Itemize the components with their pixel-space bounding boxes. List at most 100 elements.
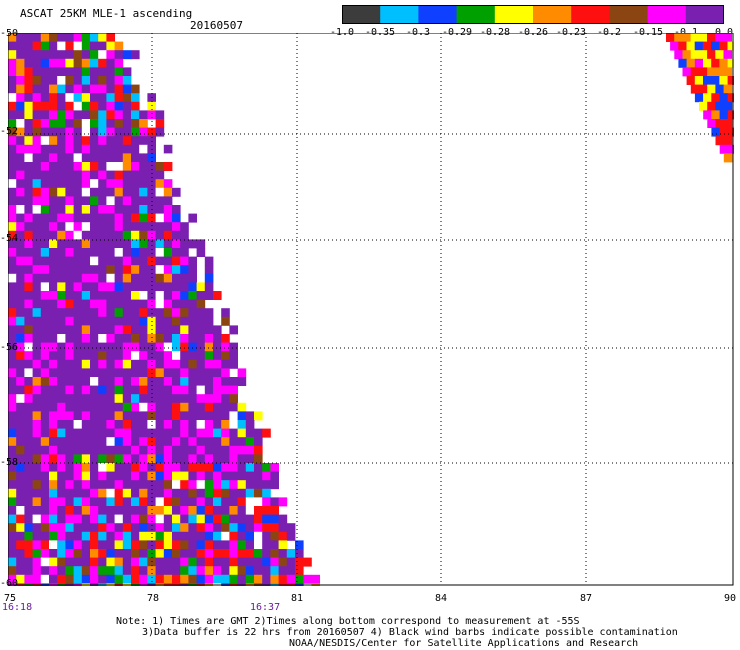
- swath-cell: [81, 480, 91, 490]
- swath-cell: [73, 359, 83, 369]
- swath-cell: [49, 480, 58, 490]
- swath-cell: [81, 445, 91, 455]
- swath-cell: [32, 153, 42, 163]
- swath-cell: [131, 162, 140, 171]
- swath-cell: [196, 282, 206, 292]
- swath-cell: [229, 428, 238, 438]
- swath-cell: [32, 170, 42, 180]
- swath-cell: [122, 93, 132, 103]
- swath-cell: [139, 445, 148, 455]
- swath-cell: [24, 394, 33, 404]
- swath-cell: [213, 506, 222, 515]
- swath-cell: [139, 110, 148, 120]
- swath-cell: [114, 230, 124, 240]
- swath-cell: [98, 557, 107, 567]
- swath-cell: [180, 514, 189, 524]
- swath-cell: [221, 385, 230, 395]
- swath-cell: [245, 445, 255, 455]
- swath-cell: [213, 557, 222, 567]
- swath-cell: [131, 273, 140, 283]
- swath-cell: [90, 196, 99, 206]
- swath-cell: [131, 248, 140, 257]
- swath-cell: [24, 213, 33, 223]
- swath-cell: [295, 566, 304, 576]
- swath-cell: [180, 566, 189, 576]
- swath-cell: [81, 136, 91, 146]
- swath-cell: [40, 76, 50, 85]
- swath-cell: [114, 566, 124, 576]
- swath-cell: [65, 265, 74, 275]
- swath-cell: [106, 394, 115, 404]
- swath-cell: [8, 162, 17, 171]
- swath-cell: [24, 282, 33, 292]
- swath-cell: [32, 368, 42, 378]
- swath-cell: [24, 58, 33, 68]
- swath-cell: [73, 342, 83, 352]
- swath-cell: [8, 67, 17, 77]
- swath-cell: [8, 514, 17, 524]
- swath-cell: [73, 411, 83, 421]
- swath-cell: [172, 566, 181, 576]
- swath-cell: [8, 540, 17, 550]
- swath-cell: [213, 523, 222, 533]
- swath-cell: [8, 50, 17, 60]
- swath-cell: [262, 506, 271, 515]
- swath-cell: [213, 394, 222, 404]
- swath-cell: [90, 299, 99, 309]
- swath-cell: [73, 454, 83, 464]
- swath-cell: [221, 368, 230, 378]
- swath-cell: [172, 351, 181, 361]
- swath-cell: [57, 549, 66, 558]
- swath-cell: [57, 334, 66, 343]
- swath-cell: [8, 196, 17, 206]
- swath-cell: [98, 342, 107, 352]
- swath-cell: [65, 33, 74, 42]
- swath-cell: [32, 540, 42, 550]
- swath-cell: [139, 308, 148, 318]
- scale-swatch: [685, 5, 724, 23]
- swath-cell: [90, 248, 99, 257]
- swath-cell: [90, 93, 99, 103]
- swath-cell: [98, 205, 107, 214]
- swath-cell: [24, 540, 33, 550]
- swath-cell: [8, 110, 17, 120]
- swath-cell: [707, 84, 716, 94]
- swath-cell: [73, 540, 83, 550]
- swath-cell: [270, 531, 279, 541]
- swath-cell: [106, 574, 115, 584]
- swath-cell: [90, 50, 99, 60]
- swath-cell: [90, 239, 99, 249]
- swath-cell: [49, 230, 58, 240]
- swath-cell: [163, 316, 173, 326]
- swath-cell: [81, 144, 91, 154]
- swath-cell: [90, 437, 99, 447]
- swath-cell: [24, 299, 33, 309]
- swath-cell: [8, 179, 17, 189]
- swath-cell: [57, 239, 66, 249]
- swath-cell: [24, 256, 33, 266]
- swath-cell: [147, 230, 156, 240]
- swath-cell: [245, 566, 255, 576]
- swath-cell: [254, 514, 263, 524]
- swath-cell: [73, 50, 83, 60]
- swath-cell: [106, 514, 115, 524]
- swath-cell: [90, 308, 99, 318]
- swath-cell: [707, 67, 716, 77]
- swath-cell: [723, 50, 733, 60]
- swath-cell: [49, 41, 58, 51]
- swath-cell: [188, 239, 197, 249]
- swath-cell: [98, 308, 107, 318]
- swath-cell: [204, 334, 214, 343]
- swath-cell: [155, 265, 165, 275]
- swath-cell: [229, 325, 238, 335]
- swath-cell: [114, 351, 124, 361]
- swath-cell: [204, 557, 214, 567]
- swath-cell: [711, 127, 720, 137]
- swath-cell: [49, 402, 58, 412]
- swath-cell: [98, 41, 107, 51]
- swath-cell: [90, 273, 99, 283]
- swath-cell: [40, 574, 50, 584]
- swath-cell: [147, 101, 156, 111]
- swath-cell: [715, 84, 724, 94]
- swath-cell: [723, 136, 733, 146]
